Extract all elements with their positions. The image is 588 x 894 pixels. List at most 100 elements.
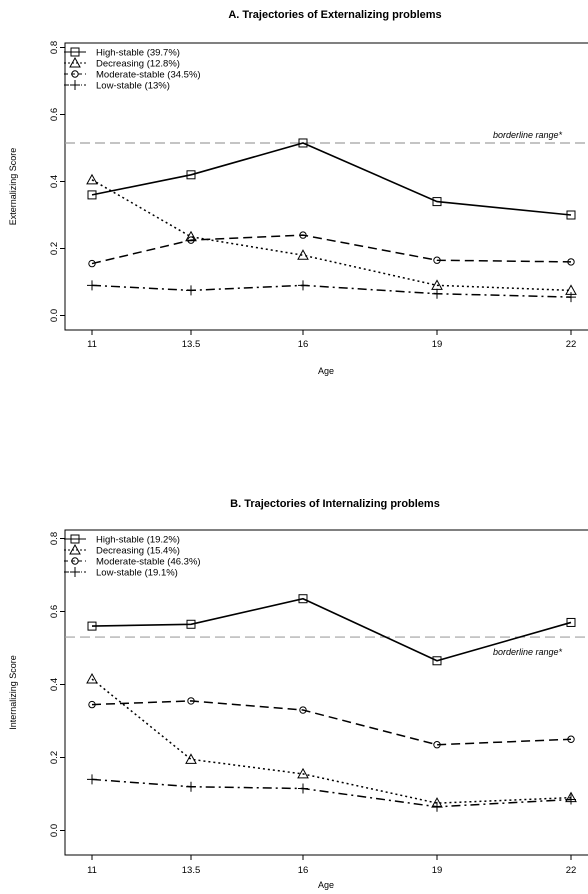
- legend-marker: [70, 47, 80, 57]
- x-tick-label: 16: [298, 339, 309, 350]
- y-tick-label: 0.4: [49, 175, 60, 188]
- data-point: [186, 781, 196, 792]
- y-tick-label: 0.8: [49, 532, 60, 545]
- series-triangle: [86, 173, 577, 295]
- data-point: [88, 259, 96, 268]
- legend-marker: [70, 80, 80, 90]
- y-axis-label: Externalizing Score: [8, 148, 18, 226]
- x-tick-label: 22: [566, 865, 577, 876]
- series-line: [91, 778, 572, 808]
- data-point: [86, 173, 98, 185]
- x-axis-label: Age: [318, 366, 334, 376]
- series-line: [91, 142, 572, 216]
- data-point: [88, 700, 96, 709]
- x-tick-label: 13.5: [182, 865, 201, 876]
- y-tick-label: 0.4: [49, 678, 60, 691]
- data-point: [297, 767, 309, 779]
- data-point: [86, 672, 98, 684]
- y-tick-label: 0.2: [49, 242, 60, 255]
- x-tick-label: 11: [87, 865, 97, 876]
- y-tick-label: 0.0: [49, 309, 60, 322]
- legend-label: Moderate-stable (34.5%): [96, 70, 201, 81]
- legend-label: Low-stable (13%): [96, 81, 170, 92]
- data-point: [298, 280, 308, 291]
- data-point: [566, 292, 576, 303]
- data-point: [186, 285, 196, 296]
- x-tick-label: 11: [87, 339, 97, 350]
- plot-frame: [64, 529, 588, 856]
- series-line: [91, 700, 572, 746]
- legend-label: High-stable (39.7%): [96, 48, 180, 59]
- data-point: [567, 735, 575, 743]
- y-tick-label: 0.2: [49, 751, 60, 764]
- plot-frame: [64, 42, 588, 331]
- data-point: [87, 774, 97, 785]
- chart-title: A. Trajectories of Externalizing problem…: [228, 9, 441, 21]
- y-tick-label: 0.6: [49, 108, 60, 121]
- data-point: [186, 170, 196, 180]
- legend-marker: [69, 543, 81, 555]
- legend-label: Low-stable (19.1%): [96, 568, 178, 579]
- x-tick-label: 16: [298, 865, 309, 876]
- data-point: [432, 656, 442, 666]
- legend-marker: [71, 70, 79, 78]
- legend-marker: [70, 567, 80, 577]
- data-point: [185, 753, 197, 764]
- data-point: [299, 231, 307, 239]
- data-point: [433, 741, 441, 749]
- series-circle: [88, 231, 575, 268]
- legend: High-stable (39.7%)Decreasing (12.8%)Mod…: [64, 47, 201, 92]
- x-tick-label: 22: [566, 339, 577, 350]
- series-circle: [88, 697, 575, 749]
- borderline-label: borderline range*: [493, 130, 563, 140]
- series-plus: [87, 280, 576, 303]
- chart-panel-b: B. Trajectories of Internalizing problem…: [8, 498, 588, 890]
- y-axis-label: Internalizing Score: [8, 655, 18, 730]
- data-point: [432, 197, 442, 207]
- chart-panel-a: A. Trajectories of Externalizing problem…: [8, 9, 588, 376]
- series-square: [87, 138, 576, 220]
- legend-label: Decreasing (12.8%): [96, 59, 180, 70]
- data-point: [298, 594, 308, 604]
- borderline-label: borderline range*: [493, 647, 563, 657]
- y-tick-label: 0.6: [49, 605, 60, 618]
- series-plus: [87, 774, 576, 812]
- series-triangle: [86, 672, 577, 808]
- data-point: [297, 249, 309, 260]
- data-point: [87, 280, 97, 291]
- data-point: [187, 236, 195, 244]
- data-point: [567, 258, 575, 266]
- data-point: [432, 801, 442, 812]
- data-point: [187, 697, 195, 705]
- series-line: [91, 597, 572, 662]
- series-line: [91, 179, 572, 292]
- legend: High-stable (19.2%)Decreasing (15.4%)Mod…: [64, 534, 201, 579]
- legend-label: High-stable (19.2%): [96, 535, 180, 546]
- data-point: [566, 794, 576, 805]
- series-line: [91, 284, 572, 298]
- x-tick-label: 19: [432, 339, 443, 350]
- series-line: [91, 678, 572, 804]
- data-point: [186, 619, 196, 629]
- data-point: [298, 138, 308, 148]
- data-point: [566, 210, 576, 220]
- legend-label: Decreasing (15.4%): [96, 546, 180, 557]
- data-point: [433, 256, 441, 264]
- legend-marker: [70, 534, 80, 544]
- legend-marker: [71, 557, 79, 565]
- data-point: [299, 706, 307, 714]
- legend-marker: [69, 56, 81, 68]
- y-tick-label: 0.8: [49, 41, 60, 54]
- y-tick-label: 0.0: [49, 824, 60, 837]
- chart-title: B. Trajectories of Internalizing problem…: [230, 498, 440, 510]
- data-point: [87, 621, 97, 631]
- x-tick-label: 13.5: [182, 339, 201, 350]
- data-point: [566, 617, 576, 627]
- x-tick-label: 19: [432, 865, 443, 876]
- data-point: [87, 190, 97, 200]
- series-square: [87, 594, 576, 666]
- legend-label: Moderate-stable (46.3%): [96, 557, 201, 568]
- x-axis-label: Age: [318, 880, 334, 890]
- data-point: [432, 288, 442, 299]
